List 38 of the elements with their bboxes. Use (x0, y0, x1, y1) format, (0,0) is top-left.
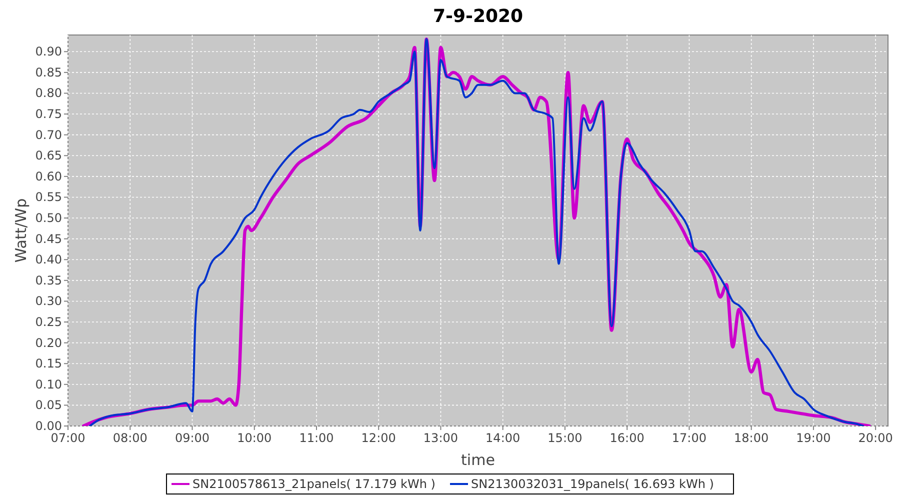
y-tick-label: 0.45 (35, 232, 62, 246)
legend-label: SN2130032031_19panels( 16.693 kWh ) (471, 477, 714, 491)
x-axis-title: time (461, 451, 495, 469)
legend-label: SN2100578613_21panels( 17.179 kWh ) (192, 477, 436, 491)
y-tick-label: 0.75 (35, 107, 62, 122)
x-tick-label: 14:00 (486, 431, 520, 445)
y-tick-label: 0.80 (35, 86, 62, 100)
x-tick-label: 09:00 (174, 431, 210, 445)
x-tick-label: 15:00 (548, 431, 582, 445)
x-tick-label: 07:00 (50, 431, 86, 445)
x-tick-label: 18:00 (734, 431, 769, 445)
y-tick-label: 0.70 (35, 128, 62, 142)
y-tick-label: 0.65 (35, 148, 62, 163)
x-tick-label: 08:00 (112, 431, 148, 445)
x-tick-label: 13:00 (423, 431, 458, 445)
y-tick-label: 0.25 (35, 315, 62, 330)
y-tick-label: 0.90 (35, 44, 62, 59)
x-tick-label: 19:00 (796, 431, 831, 445)
x-tick-label: 20:00 (858, 431, 893, 445)
y-tick-label: 0.20 (35, 336, 62, 350)
y-tick-label: 0.60 (35, 169, 62, 184)
y-tick-label: 0.05 (35, 398, 62, 412)
x-tick-label: 11:00 (299, 431, 334, 445)
x-tick-label: 17:00 (672, 431, 707, 445)
y-tick-label: 0.35 (35, 273, 62, 288)
x-tick-label: 16:00 (610, 431, 644, 445)
y-tick-label: 0.30 (35, 294, 62, 308)
y-tick-label: 0.00 (35, 419, 62, 433)
y-axis-title: Watt/Wp (12, 198, 30, 263)
x-tick-label: 12:00 (361, 431, 396, 445)
y-tick-label: 0.40 (35, 252, 62, 267)
chart-title: 7-9-2020 (432, 6, 524, 27)
y-tick-label: 0.10 (35, 377, 62, 392)
y-tick-label: 0.85 (35, 65, 62, 80)
y-tick-label: 0.15 (35, 356, 62, 371)
y-tick-label: 0.55 (35, 190, 62, 204)
y-tick-label: 0.50 (35, 211, 62, 226)
x-tick-label: 10:00 (237, 431, 272, 445)
